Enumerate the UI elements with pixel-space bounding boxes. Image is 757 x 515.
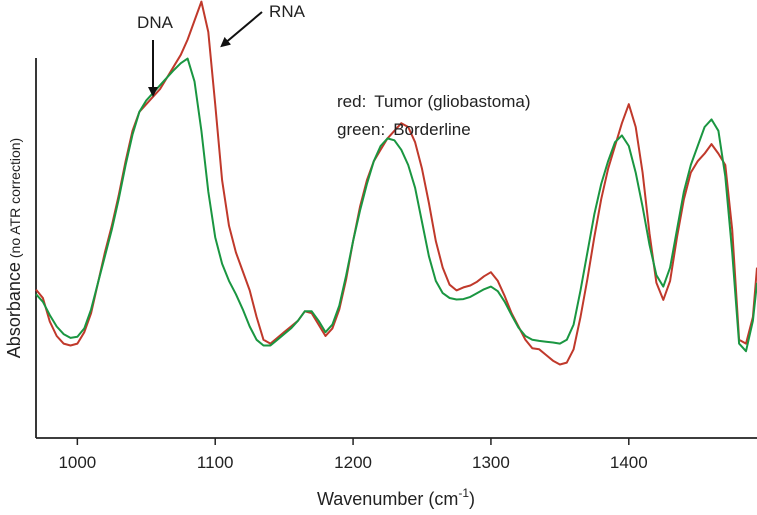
x-axis-title: Wavenumber (cm-1) (317, 486, 475, 509)
x-tick-label: 1300 (472, 453, 510, 472)
legend-red-label: Tumor (gliobastoma) (374, 92, 530, 111)
legend-entry-red: red: Tumor (gliobastoma) (337, 92, 531, 111)
legend-entry-green: green: Borderline (337, 120, 471, 139)
x-tick-label: 1200 (334, 453, 372, 472)
legend-red-prefix: red: (337, 92, 366, 111)
x-axis-title-main: Wavenumber (cm (317, 489, 458, 509)
x-tick-label: 1100 (197, 453, 234, 472)
x-tick-label: 1000 (58, 453, 96, 472)
rna-arrow (220, 11, 263, 48)
y-axis-title: Absorbance (no ATR correction) (4, 138, 24, 358)
y-axis-title-main: Absorbance (4, 262, 24, 358)
annotations: DNA RNA (137, 2, 306, 97)
series-line-red (35, 0, 757, 366)
x-tick-label: 1400 (610, 453, 648, 472)
y-axis-title-sub: (no ATR correction) (7, 138, 23, 258)
x-ticks: 1000 1100 1200 1300 1400 (58, 438, 648, 472)
legend: red: Tumor (gliobastoma) green: Borderline (337, 92, 531, 139)
legend-green-prefix: green: (337, 120, 385, 139)
legend-green-label: Borderline (393, 120, 471, 139)
series-group (35, 0, 757, 366)
x-axis-title-close: ) (469, 489, 475, 509)
rna-annotation-label: RNA (269, 2, 306, 21)
x-axis-title-sup: -1 (458, 486, 469, 500)
dna-annotation-label: DNA (137, 13, 174, 32)
